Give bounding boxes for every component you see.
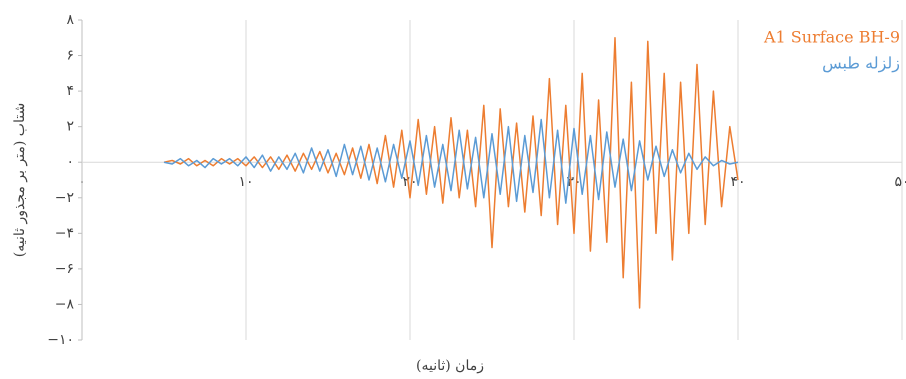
y-tick-label: −۲	[55, 190, 74, 206]
x-tick-label: ۴۰	[730, 174, 745, 190]
y-tick-label: −۱۰	[47, 332, 74, 348]
y-tick-label: ۸	[66, 12, 74, 28]
y-tick-label: ۶	[66, 48, 74, 64]
y-tick-label: ۰	[66, 154, 74, 170]
series-line	[163, 37, 739, 309]
x-tick-label: ۲۰	[402, 174, 417, 190]
y-tick-label: ۲	[66, 119, 74, 135]
legend-entry: زلزله طبس	[822, 54, 900, 73]
series-line	[163, 118, 739, 204]
y-tick-label: −۶	[55, 261, 74, 277]
y-tick-label: −۴	[55, 225, 74, 241]
y-tick-label: −۸	[55, 296, 75, 312]
x-axis-label: زمان (ثانیه)	[416, 358, 484, 374]
y-tick-label: ۴	[66, 83, 74, 99]
x-tick-label: ۱۰	[238, 174, 253, 190]
x-tick-label: ۵۰	[894, 174, 906, 190]
y-axis-label: شتاب (متر بر مجذور ثانیه)	[12, 103, 28, 257]
legend-entry: A1 Surface BH-9	[763, 28, 900, 47]
